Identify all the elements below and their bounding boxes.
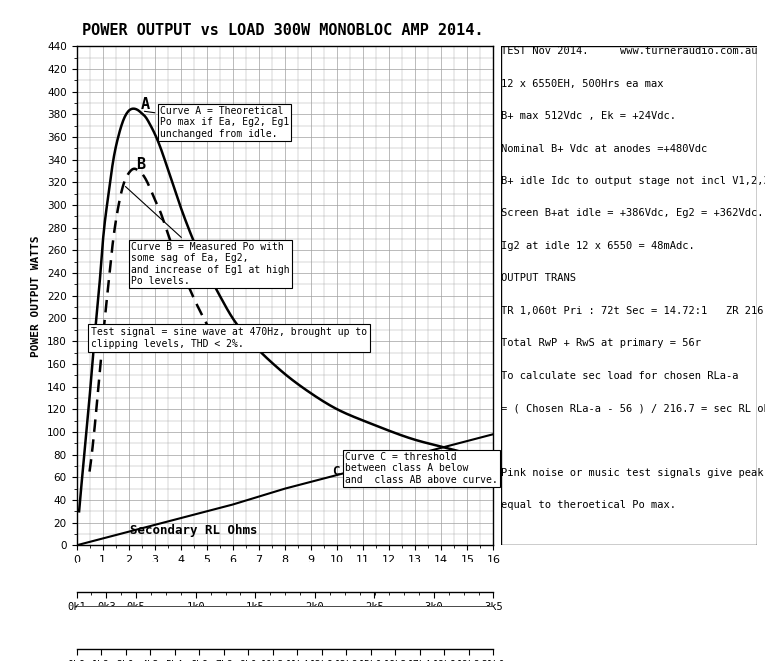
- Text: Curve A = Theoretical
Po max if Ea, Eg2, Eg1
unchanged from idle.: Curve A = Theoretical Po max if Ea, Eg2,…: [145, 106, 289, 139]
- Text: OUTPUT TRANS: OUTPUT TRANS: [501, 274, 576, 284]
- X-axis label: RLa-a ohms 12 x 6550 class AB1: RLa-a ohms 12 x 6550 class AB1: [184, 615, 386, 625]
- Text: Pink noise or music test signals give peak power: Pink noise or music test signals give pe…: [501, 468, 765, 478]
- Text: B+ idle Idc to output stage not incl V1,2,3 = 480mAdc: B+ idle Idc to output stage not incl V1,…: [501, 176, 765, 186]
- Text: TEST Nov 2014.: TEST Nov 2014.: [501, 46, 588, 56]
- Text: equal to theroetical Po max.: equal to theroetical Po max.: [501, 500, 676, 510]
- Text: POWER OUTPUT vs LOAD 300W MONOBLOC AMP 2014.: POWER OUTPUT vs LOAD 300W MONOBLOC AMP 2…: [83, 23, 483, 38]
- Text: Total RwP + RwS at primary = 56r: Total RwP + RwS at primary = 56r: [501, 338, 701, 348]
- Text: = ( Chosen RLa-a - 56 ) / 216.7 = sec RL ohms: = ( Chosen RLa-a - 56 ) / 216.7 = sec RL…: [501, 403, 765, 413]
- Text: A: A: [141, 97, 150, 112]
- Text: 12 x 6550EH, 500Hrs ea max: 12 x 6550EH, 500Hrs ea max: [501, 79, 663, 89]
- Text: B+ max 512Vdc , Ek = +24Vdc.: B+ max 512Vdc , Ek = +24Vdc.: [501, 111, 676, 121]
- Text: B: B: [136, 157, 145, 172]
- Text: Ig2 at idle 12 x 6550 = 48mAdc.: Ig2 at idle 12 x 6550 = 48mAdc.: [501, 241, 695, 251]
- Text: Secondary RL Ohms: Secondary RL Ohms: [130, 524, 258, 537]
- Text: Curve C = threshold
between class A below
and  class AB above curve.: Curve C = threshold between class A belo…: [345, 451, 498, 485]
- Text: Curve B = Measured Po with
some sag of Ea, Eg2,
and increase of Eg1 at high
Po l: Curve B = Measured Po with some sag of E…: [125, 186, 290, 286]
- Text: Nominal B+ Vdc at anodes =+480Vdc: Nominal B+ Vdc at anodes =+480Vdc: [501, 143, 708, 153]
- Text: www.turneraudio.com.au: www.turneraudio.com.au: [620, 46, 757, 56]
- Text: TR 1,060t Pri : 72t Sec = 14.72:1   ZR 216.7:1: TR 1,060t Pri : 72t Sec = 14.72:1 ZR 216…: [501, 306, 765, 316]
- Text: Test signal = sine wave at 470Hz, brought up to
clipping levels, THD < 2%.: Test signal = sine wave at 470Hz, brough…: [91, 327, 367, 349]
- Text: C: C: [332, 465, 340, 478]
- Y-axis label: POWER OUTPUT WATTS: POWER OUTPUT WATTS: [31, 235, 41, 356]
- Text: To calculate sec load for chosen RLa-a: To calculate sec load for chosen RLa-a: [501, 371, 738, 381]
- Text: Screen B+at idle = +386Vdc, Eg2 = +362Vdc.: Screen B+at idle = +386Vdc, Eg2 = +362Vd…: [501, 208, 763, 219]
